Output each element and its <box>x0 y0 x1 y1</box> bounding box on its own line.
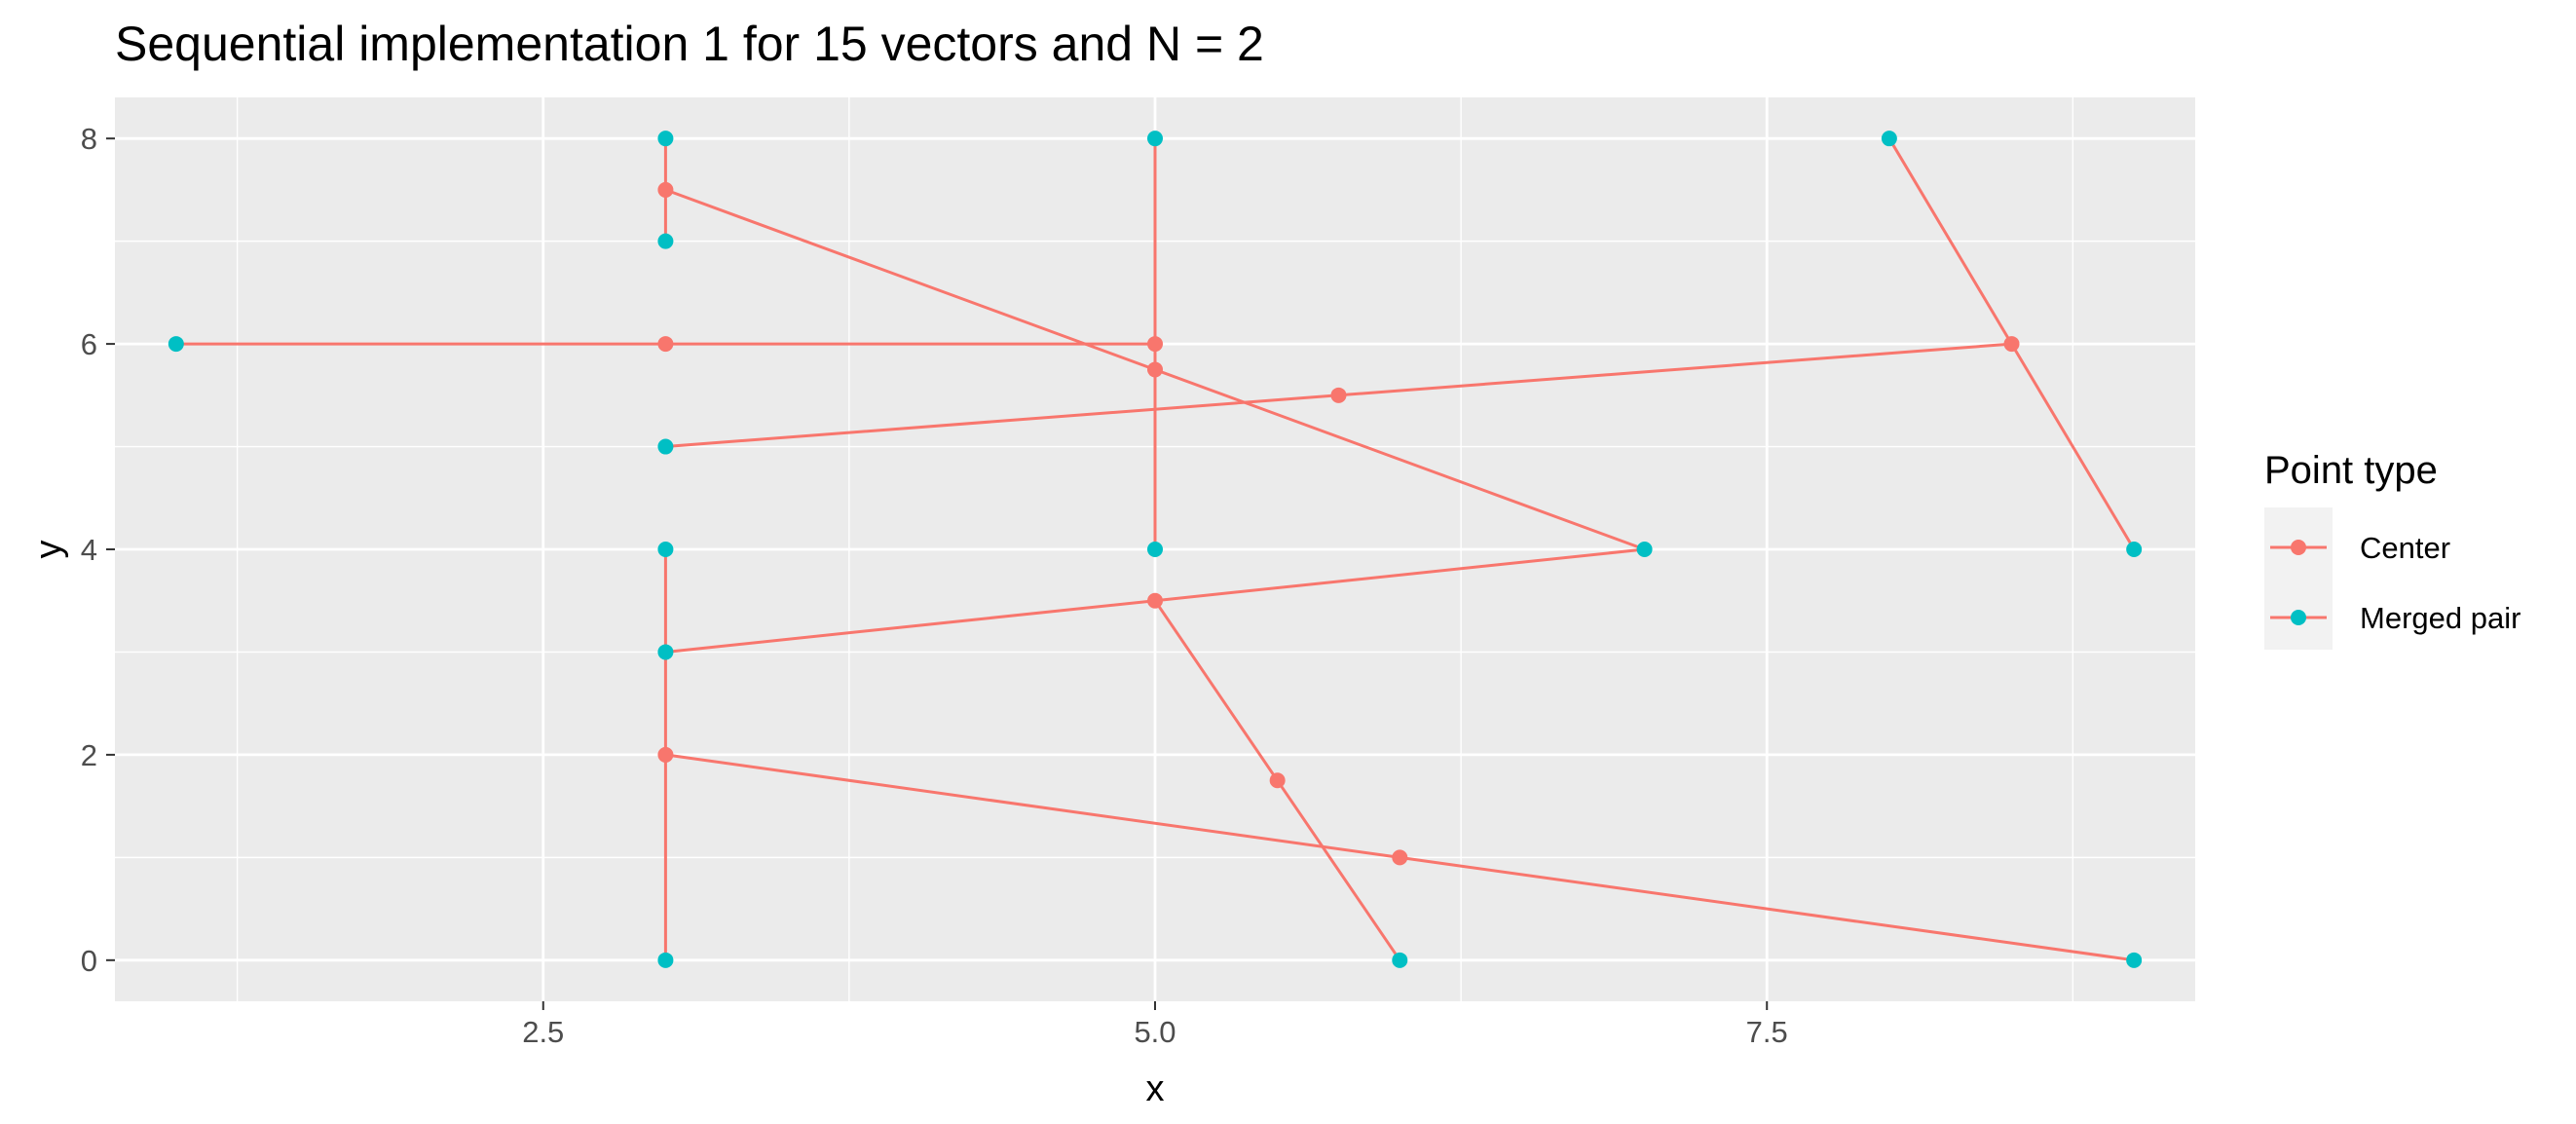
legend-key-merged-pair-point <box>2291 610 2306 625</box>
merged-pair-point <box>1881 131 1897 147</box>
merged-pair-point <box>657 644 674 660</box>
merged-pair-point <box>1636 542 1653 557</box>
center-point <box>657 181 674 198</box>
y-tick-label: 4 <box>81 533 97 567</box>
chart-title: Sequential implementation 1 for 15 vecto… <box>115 17 1264 71</box>
merged-pair-point <box>2126 542 2143 557</box>
center-point <box>1147 361 1163 378</box>
axis-ticks: 2.5 5.0 7.5 0 2 4 6 8 <box>81 122 1788 1049</box>
x-axis-title: x <box>1146 1068 1165 1109</box>
merged-pair-point <box>1147 542 1163 557</box>
y-tick-label: 2 <box>81 738 97 772</box>
legend-label-center: Center <box>2360 531 2450 565</box>
legend-key-background <box>2264 507 2333 650</box>
center-point <box>657 336 674 353</box>
center-point <box>1330 387 1347 403</box>
merged-pair-point <box>1392 952 1408 968</box>
legend-key-center-point <box>2291 540 2306 555</box>
y-axis-title: y <box>28 541 69 559</box>
x-tick-label: 7.5 <box>1746 1015 1788 1049</box>
merged-pair-point <box>657 131 674 147</box>
y-tick-label: 6 <box>81 327 97 361</box>
y-tick-label: 8 <box>81 122 97 156</box>
legend-label-merged-pair: Merged pair <box>2360 601 2520 635</box>
legend: Point type Center Merged pair <box>2264 449 2520 650</box>
merged-pair-point <box>657 438 674 455</box>
center-point <box>2003 336 2020 353</box>
center-point <box>1392 849 1408 866</box>
center-point <box>1269 772 1286 789</box>
x-tick-label: 5.0 <box>1134 1015 1176 1049</box>
merged-pair-point <box>168 336 184 353</box>
merged-pair-point <box>1147 131 1163 147</box>
center-point <box>1147 336 1163 353</box>
merged-pair-point <box>657 233 674 249</box>
data-points <box>168 131 2143 968</box>
merged-pair-point <box>657 952 674 968</box>
x-tick-label: 2.5 <box>522 1015 564 1049</box>
center-point <box>1147 592 1163 609</box>
merged-pair-point <box>2126 952 2143 968</box>
legend-title: Point type <box>2264 449 2438 492</box>
center-point <box>657 746 674 763</box>
y-tick-label: 0 <box>81 944 97 978</box>
merged-pair-point <box>657 542 674 557</box>
